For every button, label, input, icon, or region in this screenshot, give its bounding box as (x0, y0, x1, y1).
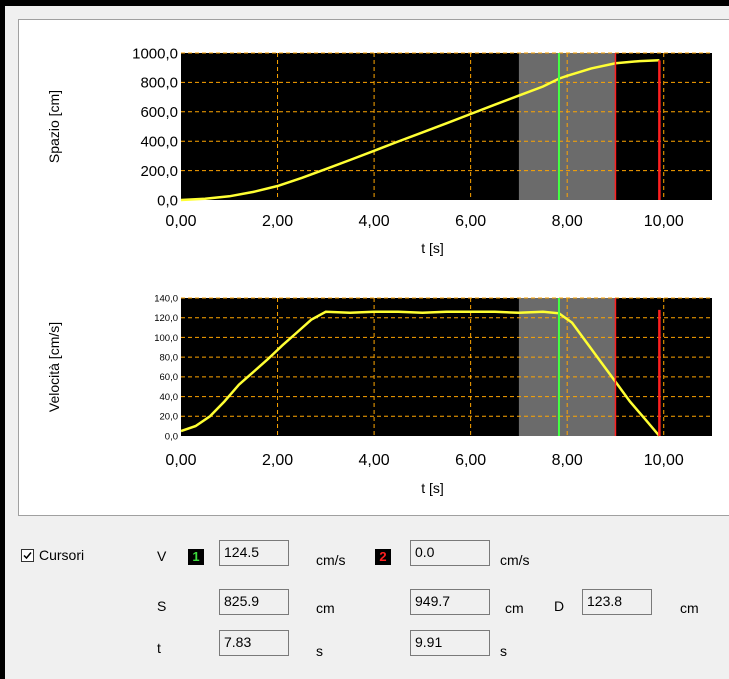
y-tick-label: 200,0 (140, 163, 178, 180)
y-tick-label: 120,0 (154, 313, 178, 324)
y-axis-label: Velocità [cm/s] (46, 322, 62, 412)
plot-area (181, 53, 712, 200)
x-tick-label: 2,00 (262, 213, 293, 230)
delta-field[interactable]: 123.8 (582, 589, 652, 615)
y-tick-label: 60,0 (160, 372, 179, 383)
series-line (180, 59, 660, 202)
y-tick-label: 0,0 (157, 192, 178, 209)
y-tick-label: 800,0 (140, 75, 178, 92)
x-tick-label: 6,00 (455, 452, 486, 469)
checkmark-icon (23, 552, 32, 560)
window: 0,00 2,00 4,00 6,00 8,00 10,00 0,0 200,0 400,0 60… (5, 6, 729, 679)
x-tick-label: 0,00 (165, 213, 196, 230)
y-tick-label: 100,0 (154, 333, 178, 344)
cursor1-badge: 1 (188, 549, 204, 565)
x-tick-label: 8,00 (552, 452, 583, 469)
x-tick-label: 0,00 (165, 452, 196, 469)
y-tick-label: 40,0 (160, 392, 179, 403)
time-cursor1-field[interactable]: 7.83 (219, 630, 289, 656)
space-unit1: cm (316, 600, 335, 616)
cursors-checkbox[interactable] (21, 549, 34, 562)
cursors-label[interactable]: Cursori (39, 547, 85, 563)
space-row-label: S (157, 598, 167, 614)
time-unit1: s (316, 643, 323, 659)
velocity-cursor1-field[interactable]: 124.5 (219, 540, 289, 566)
velocity-unit1: cm/s (316, 552, 346, 568)
y-tick-label: 400,0 (140, 133, 178, 150)
x-axis-label: t [s] (421, 480, 444, 496)
y-tick-label: 20,0 (160, 412, 179, 423)
time-row-label: t (157, 640, 161, 656)
cursor2-badge: 2 (375, 549, 391, 565)
time-unit2: s (500, 643, 507, 659)
plot-area (181, 298, 712, 436)
velocity-unit2: cm/s (500, 552, 530, 568)
velocity-row-label: V (157, 548, 167, 564)
chart-1: 0,00 2,00 4,00 6,00 8,00 10,00 0,0 200,0 400,0 60… (46, 45, 712, 256)
space-unit2: cm (505, 600, 524, 616)
delta-label: D (554, 598, 565, 614)
time-cursor2-field[interactable]: 9.91 (410, 630, 490, 656)
series-line (180, 310, 661, 437)
y-tick-label: 140,0 (154, 293, 178, 304)
x-tick-label: 8,00 (552, 213, 583, 230)
x-tick-label: 4,00 (359, 452, 390, 469)
y-tick-label: 1000,0 (132, 45, 178, 62)
x-tick-label: 10,00 (644, 452, 684, 469)
space-cursor1-field[interactable]: 825.9 (219, 589, 289, 615)
x-tick-label: 6,00 (455, 213, 486, 230)
charts-svg[interactable]: 0,00 2,00 4,00 6,00 8,00 10,00 0,0 200,0 400,0 60… (19, 20, 729, 515)
chart-panel: 0,00 2,00 4,00 6,00 8,00 10,00 0,0 200,0 400,0 60… (18, 19, 729, 516)
y-tick-label: 600,0 (140, 104, 178, 121)
velocity-cursor2-field[interactable]: 0.0 (410, 540, 490, 566)
x-axis-label: t [s] (421, 240, 444, 256)
y-tick-label: 80,0 (160, 352, 179, 363)
y-axis-label: Spazio [cm] (46, 90, 62, 163)
chart-2: 0,00 2,00 4,00 6,00 8,00 10,00 0,0 20,0 40,0 60,0… (46, 293, 712, 496)
x-tick-label: 2,00 (262, 452, 293, 469)
y-tick-label: 0,0 (165, 431, 178, 442)
space-cursor2-field[interactable]: 949.7 (410, 589, 490, 615)
x-tick-label: 10,00 (644, 213, 684, 230)
x-tick-label: 4,00 (359, 213, 390, 230)
delta-unit: cm (680, 600, 699, 616)
